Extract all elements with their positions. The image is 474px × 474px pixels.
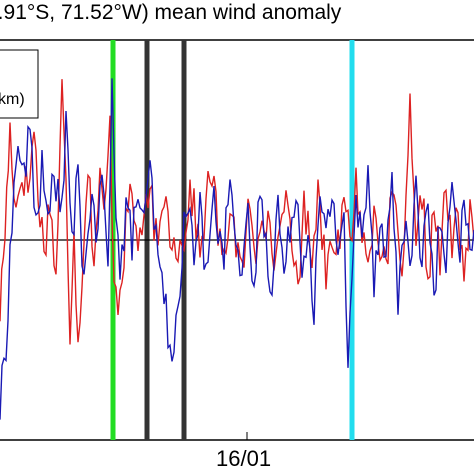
legend-fragment: km): [0, 91, 25, 108]
series-line-1: [0, 79, 474, 345]
plot-frame: [0, 39, 474, 441]
chart-title: 9.91°S, 71.52°W) mean wind anomaly: [0, 1, 342, 24]
legend-frame: [0, 49, 39, 119]
x-tick-label: 16/01: [216, 446, 272, 471]
series-line-2: [0, 78, 474, 420]
series-lines: [0, 78, 474, 420]
legend-box: km): [0, 49, 39, 119]
